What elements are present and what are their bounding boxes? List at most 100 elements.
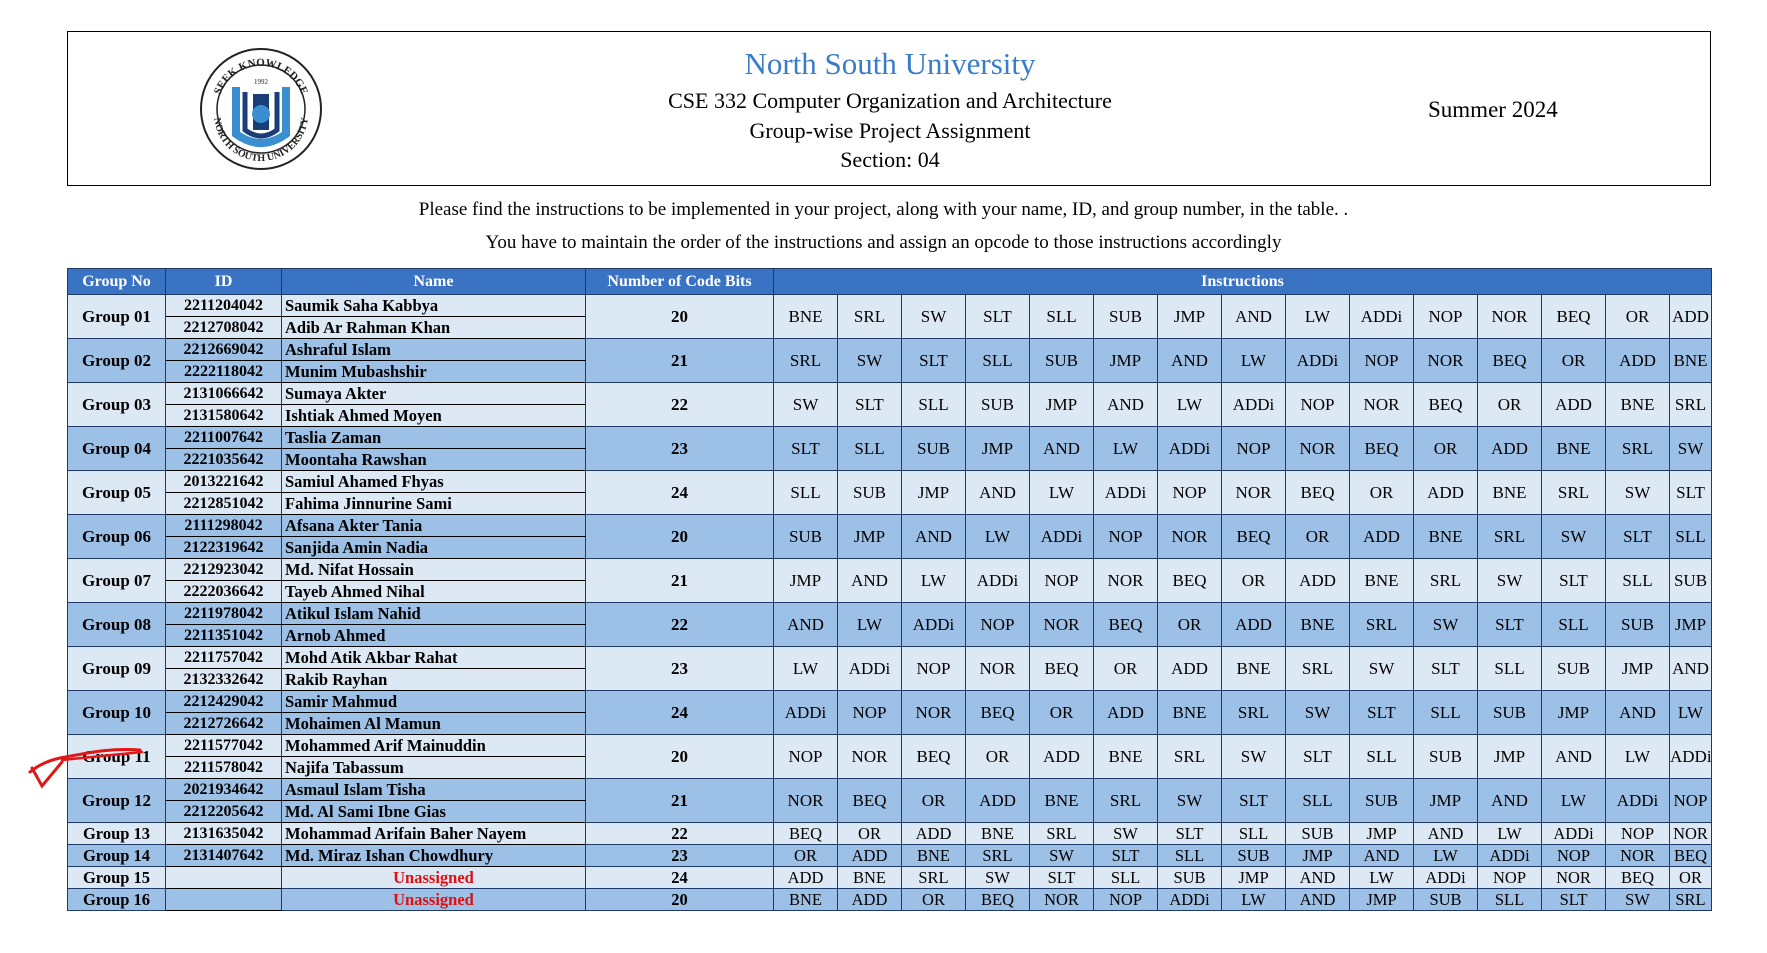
student-id: 2111298042 (165, 514, 282, 537)
instruction-cell: ADDi (1221, 382, 1286, 427)
instruction-cell: NOR (837, 734, 902, 779)
instruction-cell: BNE (1349, 558, 1414, 603)
code-bits: 24 (585, 866, 774, 889)
student-id (165, 866, 282, 889)
instruction-cell: JMP (1477, 734, 1542, 779)
instruction-cell: SUB (1605, 602, 1670, 647)
code-bits: 24 (585, 690, 774, 735)
instruction-cell: BNE (1093, 734, 1158, 779)
instruction-cell: LW (1349, 866, 1414, 889)
header-code-bits: Number of Code Bits (585, 268, 774, 295)
instruction-cell: SLL (1093, 866, 1158, 889)
instruction-cell: ADD (1605, 338, 1670, 383)
instruction-cell: NOR (901, 690, 966, 735)
instruction-cell: NOP (1413, 294, 1478, 339)
student-name: Saumik Saha Kabbya (281, 294, 586, 317)
table-row: Group 12 2021934642 Asmaul Islam Tisha 21 NO… (67, 778, 1713, 823)
group-number: Group 03 (67, 382, 166, 427)
header-id: ID (165, 268, 282, 295)
instruction-cell: SRL (1477, 514, 1542, 559)
student-id: 2212205642 (165, 800, 282, 823)
instruction-cell: BNE (1541, 426, 1606, 471)
instruction-cell: LW (1221, 338, 1286, 383)
instruction-cell: SLL (901, 382, 966, 427)
instruction-cell: ADDi (1413, 866, 1478, 889)
instruction-cell: SW (1668, 426, 1713, 471)
instruction-cell: AND (1605, 690, 1670, 735)
instruction-cell: SUB (1413, 734, 1478, 779)
student-id: 2222118042 (165, 360, 282, 383)
table-row: Group 05 2013221642 Samiul Ahamed Fhyas 24 S… (67, 470, 1713, 515)
instruction-cell: BEQ (1413, 382, 1478, 427)
instruction-cell: OR (1029, 690, 1094, 735)
instruction-cell: BEQ (965, 888, 1030, 911)
instruction-cell: ADD (773, 866, 838, 889)
university-logo: SEEK KNOWLEDGE NORTH SOUTH UNIVERSITY 19… (200, 48, 322, 170)
student-id: 2222036642 (165, 580, 282, 603)
instruction-cell: SW (773, 382, 838, 427)
instruction-cell: SUB (901, 426, 966, 471)
student-id: 2212669042 (165, 338, 282, 361)
instruction-cell: BEQ (1541, 294, 1606, 339)
instruction-cell: SUB (1157, 866, 1222, 889)
instruction-cell: BNE (773, 294, 838, 339)
student-id: 2021934642 (165, 778, 282, 801)
code-bits: 22 (585, 382, 774, 427)
instruction-cell: JMP (1157, 294, 1222, 339)
group-number: Group 10 (67, 690, 166, 735)
instruction-cell: AND (1668, 646, 1713, 691)
table-row: Group 04 2211007642 Taslia Zaman 23 SLT SLL SU… (67, 426, 1713, 471)
table-row: Group 16 Unassigned 20 BNE ADD OR BEQ NOR NOP ADD… (67, 888, 1713, 911)
instruction-cell: ADD (1221, 602, 1286, 647)
table-row: 2212708042 Adib Ar Rahman Khan (68, 316, 1712, 339)
student-name: Ishtiak Ahmed Moyen (281, 404, 586, 427)
instruction-cell: BEQ (1157, 558, 1222, 603)
instruction-cell: BNE (965, 822, 1030, 845)
instruction-cell: NOP (1541, 844, 1606, 867)
student-name: Sumaya Akter (281, 382, 586, 405)
instruction-cell: NOR (773, 778, 838, 823)
student-name: Najifa Tabassum (281, 756, 586, 779)
student-id: 2212923042 (165, 558, 282, 581)
code-bits: 23 (585, 844, 774, 867)
instruction-cell: SLT (1029, 866, 1094, 889)
student-name: Samir Mahmud (281, 690, 586, 713)
instruction-cell: LW (1285, 294, 1350, 339)
instruction-cell: SRL (1285, 646, 1350, 691)
instruction-cell: OR (901, 888, 966, 911)
group-number: Group 04 (67, 426, 166, 471)
instruction-cell: SRL (837, 294, 902, 339)
student-id: 2131407642 (165, 844, 282, 867)
group-number: Group 08 (67, 602, 166, 647)
instruction-cell: ADD (1349, 514, 1414, 559)
instruction-cell: SLT (1605, 514, 1670, 559)
student-id: 2132332642 (165, 668, 282, 691)
instruction-cell: SRL (965, 844, 1030, 867)
student-id: 2131066642 (165, 382, 282, 405)
instruction-cell: SRL (1349, 602, 1414, 647)
instruction-cell: JMP (1541, 690, 1606, 735)
instruction-cell: ADDi (1349, 294, 1414, 339)
student-id: 2122319642 (165, 536, 282, 559)
instruction-cell: SW (837, 338, 902, 383)
instruction-cell: SLL (773, 470, 838, 515)
student-name: Sanjida Amin Nadia (281, 536, 586, 559)
student-id: 2211577042 (165, 734, 282, 757)
table-row: 2212726642 Mohaimen Al Mamun (68, 712, 1712, 735)
instruction-cell: SRL (1668, 888, 1713, 911)
instruction-cell: SRL (1413, 558, 1478, 603)
instruction-cell: SUB (1413, 888, 1478, 911)
instruction-cell: JMP (1285, 844, 1350, 867)
instruction-cell: JMP (837, 514, 902, 559)
instruction-cell: NOR (1668, 822, 1713, 845)
instruction-cell: ADD (1541, 382, 1606, 427)
table-row: Group 14 2131407642 Md. Miraz Ishan Chowdh… (67, 844, 1713, 867)
student-id (165, 888, 282, 911)
instruction-cell: NOR (1157, 514, 1222, 559)
table-row: Group 09 2211757042 Mohd Atik Akbar Rahat 2… (67, 646, 1713, 691)
instruction-cell: NOP (837, 690, 902, 735)
table-row: Group 10 2212429042 Samir Mahmud 24 ADDi NOP N… (67, 690, 1713, 735)
instruction-cell: NOP (1605, 822, 1670, 845)
course-title: CSE 332 Computer Organization and Archit… (668, 88, 1112, 113)
group-number: Group 13 (67, 822, 166, 845)
